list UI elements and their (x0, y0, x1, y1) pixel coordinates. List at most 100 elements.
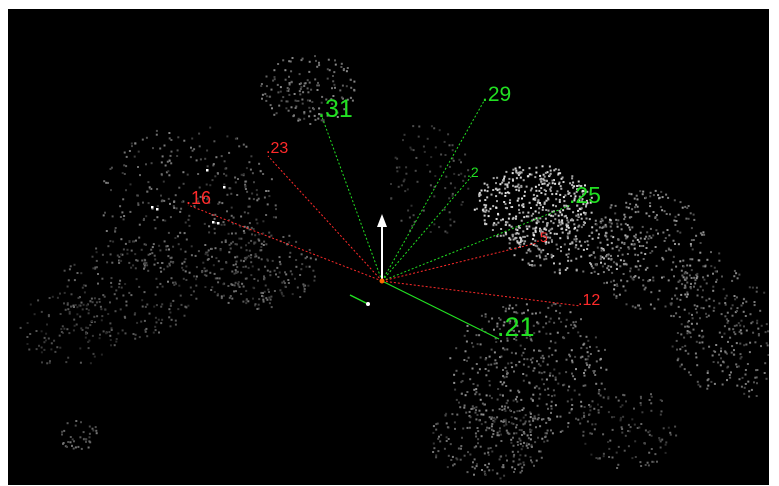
cloud-point (649, 434, 651, 436)
cloud-point (519, 166, 521, 168)
cloud-point (284, 282, 286, 284)
cloud-point (542, 361, 544, 363)
cloud-point (61, 431, 63, 433)
cloud-point (578, 225, 580, 227)
cloud-point (674, 426, 676, 428)
cloud-point (491, 349, 493, 351)
cloud-point (467, 188, 469, 190)
cloud-point (339, 89, 341, 91)
cloud-point (190, 156, 192, 158)
cloud-point (538, 212, 540, 214)
cloud-point (193, 290, 195, 292)
cloud-point (301, 253, 303, 255)
cloud-point (545, 333, 547, 335)
cloud-point (106, 261, 108, 263)
cloud-point (629, 229, 631, 231)
cloud-point (96, 251, 98, 253)
cloud-point (599, 226, 601, 228)
cloud-point (145, 306, 147, 308)
cloud-point (129, 211, 131, 213)
cloud-point (555, 377, 557, 379)
cloud-point (698, 259, 700, 261)
cloud-point (130, 183, 132, 185)
cloud-point (82, 287, 84, 289)
cloud-point (240, 238, 242, 240)
cloud-point (527, 175, 529, 177)
cloud-point (539, 257, 541, 259)
cloud-point (720, 350, 722, 352)
cloud-point (605, 217, 607, 219)
cloud-point (750, 322, 752, 324)
cloud-point (299, 90, 301, 92)
cloud-point (650, 291, 652, 293)
cloud-point (167, 281, 169, 283)
cloud-point (80, 421, 82, 423)
cloud-point (567, 260, 569, 262)
cloud-point (671, 298, 673, 300)
cloud-point (172, 246, 174, 248)
cloud-point (151, 252, 153, 254)
cloud-point (516, 232, 518, 234)
cloud-point (545, 316, 547, 318)
cloud-point (527, 434, 529, 436)
cloud-point (637, 198, 639, 200)
cloud-point (534, 441, 536, 443)
cloud-point (604, 388, 606, 390)
cloud-point (307, 79, 309, 81)
cloud-point (156, 188, 158, 190)
cloud-point (36, 330, 38, 332)
cloud-point (485, 206, 487, 208)
cloud-point (472, 461, 474, 463)
cloud-point (559, 201, 561, 203)
cloud-point (155, 329, 157, 331)
cloud-point (477, 442, 479, 444)
cloud-point (547, 364, 549, 366)
cloud-point (519, 212, 521, 214)
cloud-point (532, 357, 534, 359)
cloud-point (566, 319, 568, 321)
cloud-point (469, 454, 471, 456)
cloud-point (715, 344, 717, 346)
cloud-point (398, 166, 400, 168)
cloud-point (140, 321, 142, 323)
cloud-point (196, 159, 198, 161)
cloud-point (34, 313, 36, 315)
cloud-point (707, 275, 709, 277)
cloud-point (581, 218, 583, 220)
cloud-point (582, 344, 584, 346)
cloud-point (503, 382, 505, 384)
cloud-point (477, 430, 479, 432)
cloud-point (668, 427, 670, 429)
cloud-point (559, 269, 561, 271)
cloud-point (518, 184, 520, 186)
cloud-point (715, 270, 717, 272)
cloud-point (598, 412, 600, 414)
cloud-point (390, 183, 392, 185)
cloud-point (637, 206, 639, 208)
cloud-point (265, 214, 267, 216)
cloud-point (429, 171, 431, 173)
point-cloud-viewport[interactable]: .31 .29 .2 .25 .21 .23 .16 .5 .12 (8, 9, 769, 485)
cloud-point (483, 204, 485, 206)
cloud-point (576, 238, 578, 240)
cloud-point (526, 235, 528, 237)
cloud-point (188, 219, 190, 221)
cloud-point (547, 222, 549, 224)
cloud-point (212, 179, 214, 181)
cloud-point (631, 243, 633, 245)
cloud-point (520, 463, 522, 465)
cloud-point (238, 145, 240, 147)
cloud-point (134, 253, 136, 255)
cloud-point (43, 349, 45, 351)
cloud-point (282, 96, 284, 98)
cloud-point (686, 207, 688, 209)
cloud-point (644, 253, 646, 255)
cloud-point (523, 462, 525, 464)
cloud-point (155, 294, 157, 296)
cloud-point (629, 270, 631, 272)
cloud-point (680, 294, 682, 296)
cloud-point (264, 93, 266, 95)
point-cloud-scene[interactable] (8, 9, 769, 485)
cloud-point (493, 421, 495, 423)
cloud-point (586, 218, 588, 220)
